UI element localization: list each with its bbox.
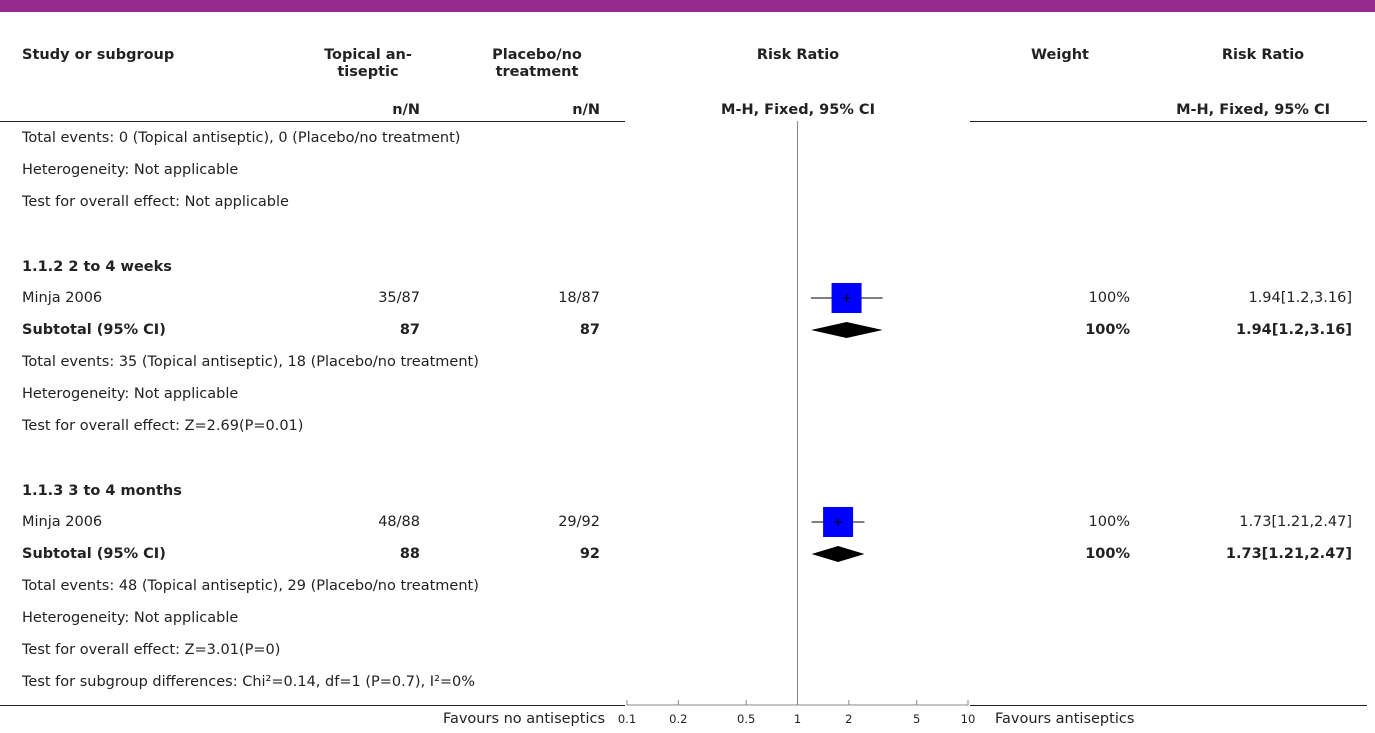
row-overall-effect-1: Test for overall effect: Not applicable [22,194,289,210]
header-placebo-line2: treatment [495,64,579,80]
header-topical: Topical an- tiseptic [318,47,418,81]
study-placebo-events: 29/92 [558,514,600,530]
header-topical-line2: tiseptic [337,64,399,80]
subtotal-diamond [811,546,865,562]
subtotal-label: Subtotal (95% CI) [22,546,166,562]
study-risk-ratio: 1.94[1.2,3.16] [1248,290,1352,306]
row-subgroup-differences: Test for subgroup differences: Chi²=0.14… [22,674,476,690]
x-tick-label: 0.2 [669,712,687,726]
header-risk-ratio-plot: Risk Ratio [756,47,840,63]
row-total-events-2: Total events: 35 (Topical antiseptic), 1… [22,354,479,370]
favours-right-label: Favours antiseptics [995,711,1135,727]
subtotal-diamond [811,322,883,338]
subtotal-risk-ratio: 1.73[1.21,2.47] [1225,546,1352,562]
header-topical-line1: Topical an- [324,47,412,63]
x-tick-label: 2 [845,712,852,726]
header-placebo-line1: Placebo/no [492,47,582,63]
subtotal-risk-ratio: 1.94[1.2,3.16] [1236,322,1352,338]
row-heterogeneity-2: Heterogeneity: Not applicable [22,386,239,402]
row-overall-effect-2: Test for overall effect: Z=2.69(P=0.01) [22,418,304,434]
subheader-topical: n/N [392,102,420,118]
subtotal-label: Subtotal (95% CI) [22,322,166,338]
row-heterogeneity-1: Heterogeneity: Not applicable [22,162,239,178]
header-rule-right [970,121,1367,122]
row-total-events-3: Total events: 48 (Topical antiseptic), 2… [22,578,479,594]
study-topical-events: 48/88 [378,514,420,530]
row-overall-effect-3: Test for overall effect: Z=3.01(P=0) [22,642,281,658]
subtotal-placebo: 92 [579,546,600,562]
study-weight: 100% [1088,514,1130,530]
footer-rule-right [970,705,1367,706]
study-name: Minja 2006 [22,514,103,530]
row-total-events-1: Total events: 0 (Topical antiseptic), 0 … [22,130,461,146]
subtotal-weight: 100% [1085,546,1130,562]
subheader-risk-ratio-plot: M-H, Fixed, 95% CI [721,102,875,118]
study-name: Minja 2006 [22,290,103,306]
header-weight: Weight [1031,47,1089,63]
header-rule-left [0,121,625,122]
x-tick-label: 10 [961,712,976,726]
study-topical-events: 35/87 [378,290,420,306]
subheader-risk-ratio-value: M-H, Fixed, 95% CI [1176,102,1330,118]
x-tick-label: 1 [794,712,801,726]
header-placebo: Placebo/no treatment [482,47,592,81]
subheader-placebo: n/N [572,102,600,118]
row-heterogeneity-3: Heterogeneity: Not applicable [22,610,239,626]
group-title-2-to-4-weeks: 1.1.2 2 to 4 weeks [22,259,172,275]
x-tick-label: 5 [913,712,920,726]
x-tick-label: 0.1 [618,712,636,726]
subtotal-topical: 88 [399,546,420,562]
accent-bar [0,0,1375,12]
header-study: Study or subgroup [22,47,175,63]
x-tick-label: 0.5 [737,712,755,726]
subtotal-topical: 87 [399,322,420,338]
header-risk-ratio-value: Risk Ratio [1221,47,1305,63]
favours-left-label: Favours no antiseptics [442,711,605,727]
study-weight: 100% [1088,290,1130,306]
footer-rule-left [0,705,625,706]
subtotal-weight: 100% [1085,322,1130,338]
group-title-3-to-4-months: 1.1.3 3 to 4 months [22,483,182,499]
study-risk-ratio: 1.73[1.21,2.47] [1239,514,1352,530]
study-placebo-events: 18/87 [558,290,600,306]
subtotal-placebo: 87 [579,322,600,338]
